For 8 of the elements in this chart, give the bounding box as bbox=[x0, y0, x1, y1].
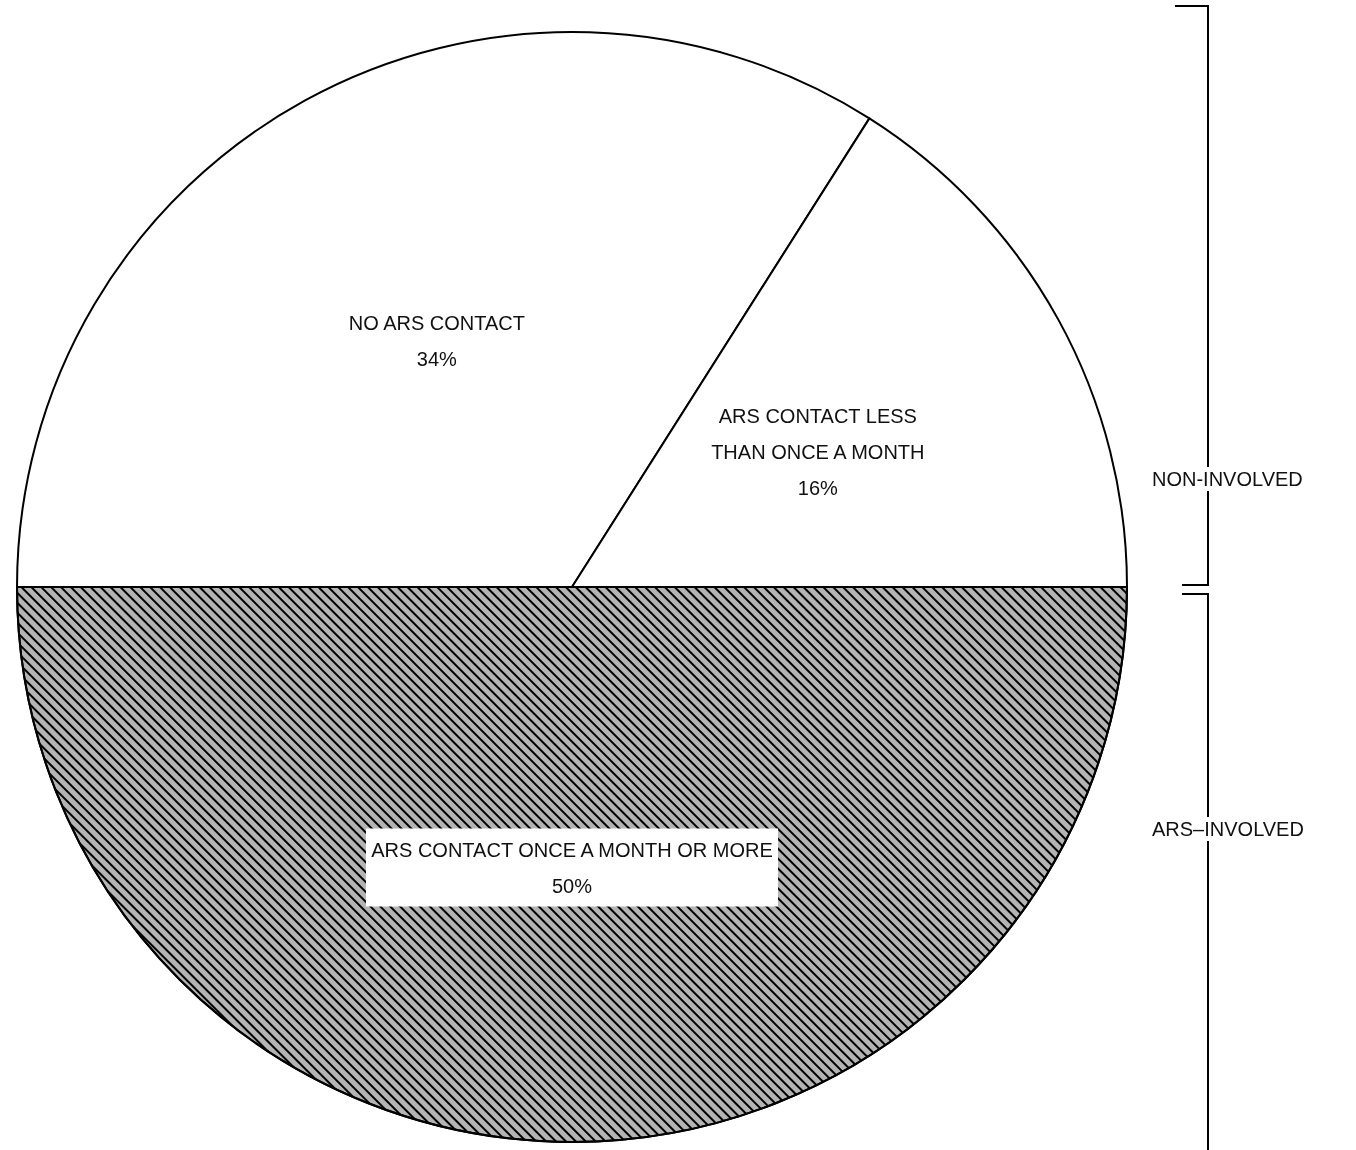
data-label: 16% bbox=[797, 476, 839, 499]
text: ARS–INVOLVED bbox=[1152, 818, 1304, 840]
text: NON-INVOLVED bbox=[1152, 468, 1303, 490]
data-label: 50% bbox=[551, 874, 593, 897]
slice-label: NO ARS CONTACT bbox=[348, 312, 526, 335]
slice-label: ARS CONTACT LESS THAN ONCE A MONTH bbox=[711, 404, 925, 463]
slice-label: ARS CONTACT ONCE A MONTH OR MORE bbox=[371, 838, 773, 861]
data-label: 34% bbox=[416, 348, 458, 371]
